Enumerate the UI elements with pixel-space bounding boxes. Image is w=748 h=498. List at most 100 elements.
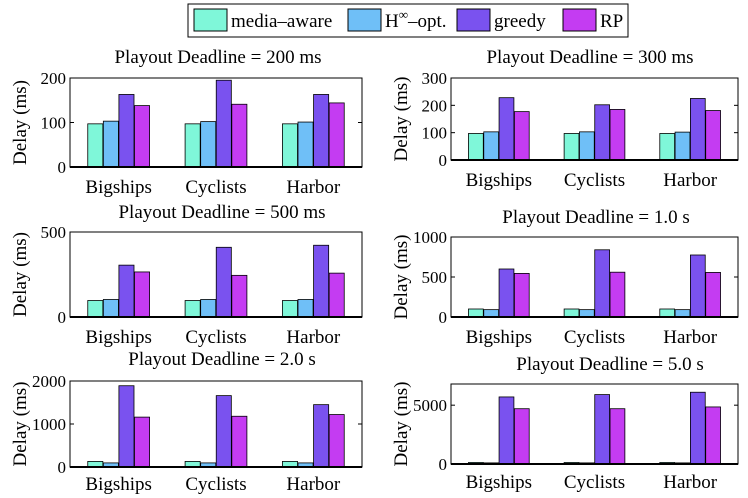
legend-label: H∞–opt.	[385, 7, 447, 32]
bar	[468, 133, 484, 161]
bar	[579, 309, 595, 318]
bar	[483, 309, 499, 318]
y-axis-label: Delay (ms)	[10, 232, 31, 317]
chart-panel: Playout Deadline = 5.0 s Delay (ms) 0 5000 B…	[391, 354, 739, 493]
x-tick-label: Bigships	[466, 170, 533, 191]
y-tick-label: 0	[439, 151, 448, 170]
chart-title: Playout Deadline = 500 ms	[118, 202, 325, 223]
bar	[563, 308, 580, 318]
bar	[659, 308, 676, 318]
y-axis-label: Delay (ms)	[391, 235, 412, 320]
y-tick-label: 100	[41, 114, 67, 133]
bar	[513, 272, 530, 318]
y-tick-label: 0	[58, 158, 67, 177]
bar	[659, 133, 676, 161]
bar	[215, 246, 232, 318]
bar	[313, 244, 330, 318]
chart-panel: Playout Deadline = 1.0 s Delay (ms) 0 500 10…	[391, 207, 739, 348]
legend-label: media–aware	[231, 11, 332, 32]
chart-panel: Playout Deadline = 200 ms Delay (ms) 0 100 2…	[10, 47, 363, 198]
bar	[87, 123, 104, 168]
bar	[118, 385, 135, 468]
bar	[87, 300, 104, 318]
chart-title: Playout Deadline = 5.0 s	[516, 354, 704, 375]
chart-panel: Playout Deadline = 2.0 s Delay (ms) 0 1000 2…	[10, 349, 363, 495]
bar	[705, 406, 721, 465]
chart-panel: Playout Deadline = 300 ms Delay (ms) 0 100 2…	[391, 47, 739, 191]
bar	[215, 79, 232, 168]
y-tick-label: 5000	[413, 396, 447, 415]
y-tick-label: 0	[439, 308, 448, 327]
y-tick-label: 300	[422, 69, 448, 88]
bar	[498, 97, 515, 161]
x-tick-label: Harbor	[286, 177, 340, 198]
bar	[297, 121, 314, 168]
bar	[609, 109, 626, 161]
x-tick-label: Cyclists	[185, 327, 246, 348]
x-tick-label: Harbor	[663, 472, 717, 493]
bar	[690, 391, 706, 465]
x-tick-label: Harbor	[663, 170, 717, 191]
bar	[297, 299, 314, 318]
bar	[690, 254, 706, 318]
legend-label-suffix: –opt.	[407, 11, 447, 32]
chart-title: Playout Deadline = 2.0 s	[128, 349, 316, 370]
y-tick-label: 0	[58, 458, 67, 477]
bar	[609, 408, 626, 465]
y-axis-label: Delay (ms)	[10, 80, 31, 165]
y-tick-label: 0	[58, 308, 67, 327]
chart-title: Playout Deadline = 1.0 s	[502, 207, 690, 228]
y-tick-label: 200	[41, 69, 67, 88]
bar	[184, 300, 201, 318]
chart-title: Playout Deadline = 300 ms	[486, 47, 693, 68]
bar	[705, 272, 721, 318]
bar	[282, 300, 298, 318]
bar	[483, 131, 499, 161]
bar	[184, 123, 201, 168]
x-tick-label: Bigships	[85, 177, 152, 198]
legend-swatch	[456, 8, 491, 32]
bar	[200, 121, 217, 168]
bar	[594, 104, 610, 161]
x-tick-label: Cyclists	[564, 472, 625, 493]
bar	[579, 131, 595, 161]
bar	[102, 299, 119, 318]
bar	[609, 271, 626, 318]
x-tick-label: Cyclists	[185, 177, 246, 198]
bar	[231, 415, 248, 468]
y-tick-label: 0	[439, 455, 448, 474]
x-tick-label: Bigships	[85, 474, 152, 495]
y-tick-label: 500	[41, 223, 67, 242]
bar	[328, 102, 345, 168]
legend-box	[187, 3, 629, 38]
bar	[594, 249, 610, 318]
bar	[231, 274, 248, 318]
bar	[102, 120, 119, 168]
legend-label: greedy	[494, 11, 546, 32]
legend-swatch	[193, 8, 228, 32]
chart-title: Playout Deadline = 200 ms	[114, 47, 321, 68]
y-axis-label: Delay (ms)	[391, 382, 412, 467]
y-axis-label: Delay (ms)	[391, 77, 412, 162]
x-tick-label: Bigships	[466, 472, 533, 493]
legend-label: RP	[600, 11, 623, 32]
bar	[118, 94, 135, 168]
bar	[498, 268, 515, 318]
x-tick-label: Bigships	[466, 327, 533, 348]
bar	[513, 408, 530, 465]
x-tick-label: Bigships	[85, 327, 152, 348]
bar	[328, 272, 345, 318]
y-axis-label: Delay (ms)	[10, 382, 31, 467]
chart-panels: Playout Deadline = 200 ms Delay (ms) 0 100 2…	[10, 47, 739, 495]
legend: media–aware H∞–opt. greedy RP	[187, 3, 629, 38]
y-tick-label: 1000	[32, 415, 66, 434]
bar	[594, 394, 610, 465]
bar	[231, 103, 248, 168]
y-tick-label: 2000	[32, 372, 66, 391]
bar	[498, 396, 515, 465]
bar	[513, 111, 530, 161]
bar	[134, 416, 150, 468]
bar	[134, 271, 150, 318]
bar	[674, 131, 691, 161]
